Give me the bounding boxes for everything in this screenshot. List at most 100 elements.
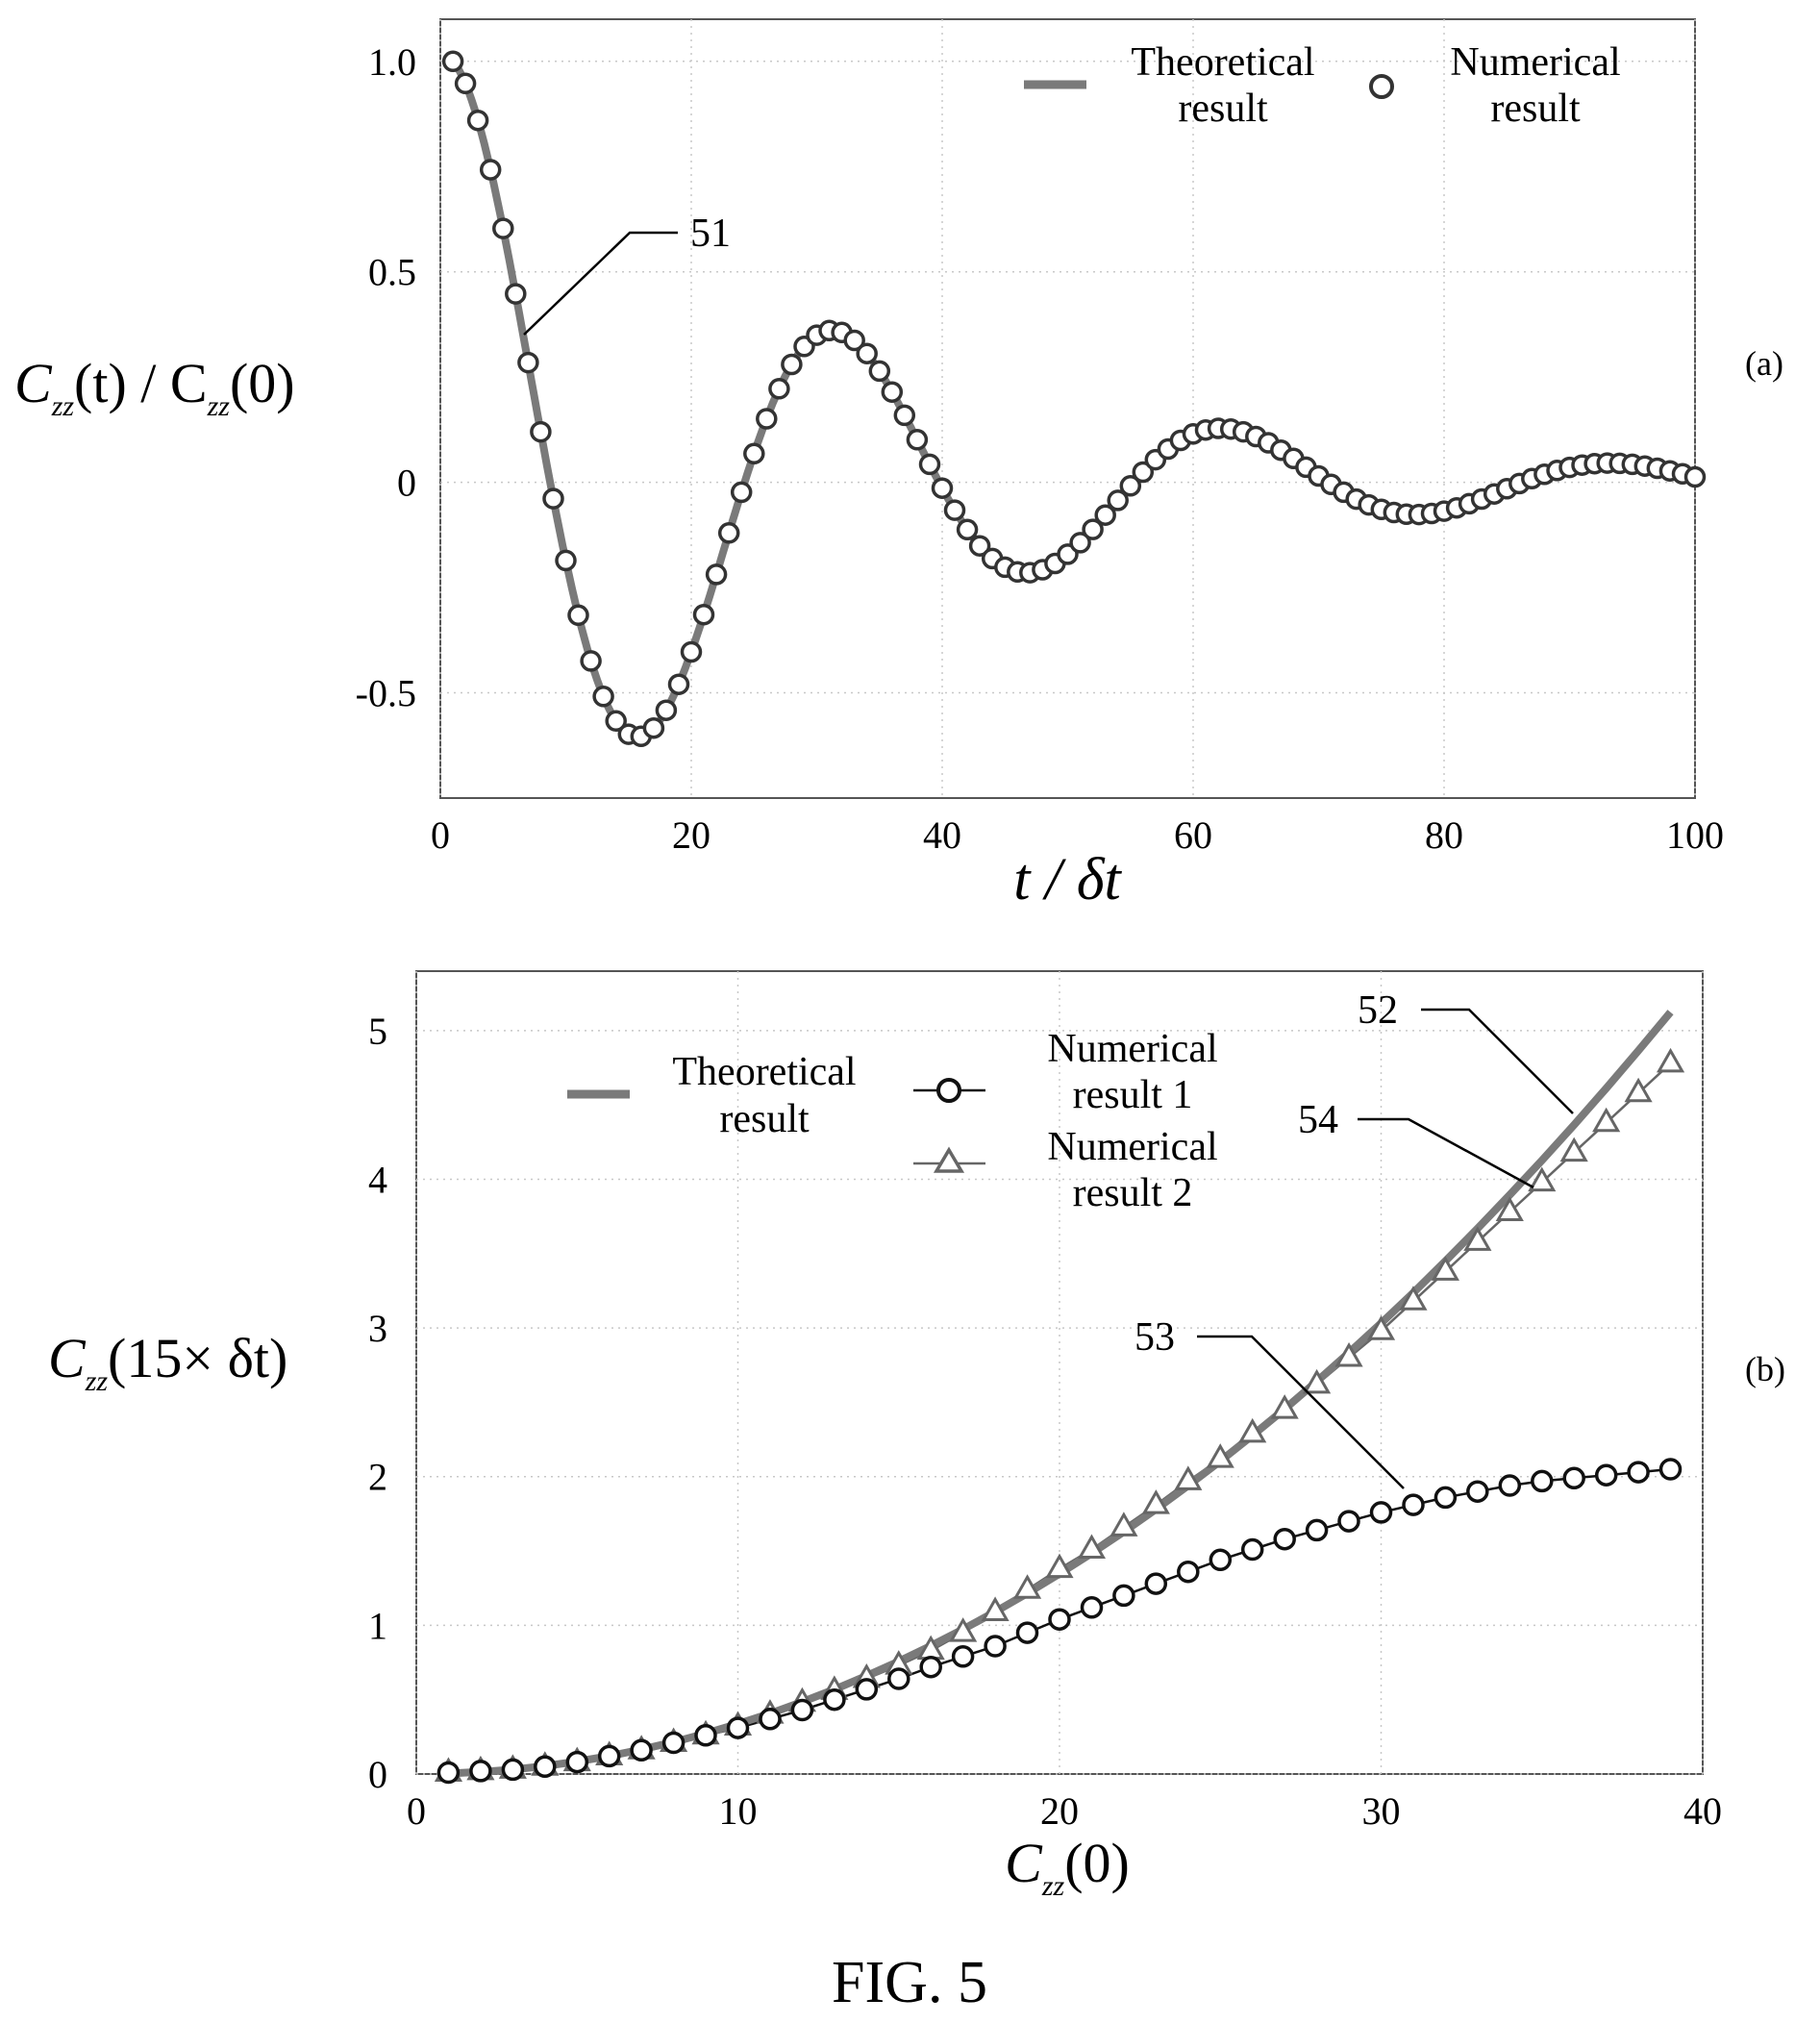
numerical-point-a bbox=[931, 477, 954, 499]
numerical-2-point bbox=[1334, 1342, 1363, 1367]
y-ticks-b: 0 1 2 3 4 5 bbox=[368, 1010, 387, 1796]
numerical-1-point bbox=[823, 1687, 846, 1712]
numerical-point-a bbox=[605, 710, 627, 733]
x-tick-label-b: 40 bbox=[1683, 1789, 1722, 1833]
panel-label-b: (b) bbox=[1745, 1350, 1785, 1388]
panel-label-a: (a) bbox=[1745, 344, 1783, 383]
numerical-2-point bbox=[1656, 1047, 1685, 1073]
y-tick-label-a: 0 bbox=[397, 462, 416, 505]
numerical-point-a bbox=[580, 650, 602, 672]
legend-a-numerical-line2: result bbox=[1490, 87, 1581, 131]
x-tick-label-a: 60 bbox=[1174, 813, 1212, 857]
numerical-1-point bbox=[597, 1744, 621, 1768]
plot-area-a bbox=[439, 18, 1696, 799]
numerical-1-point bbox=[919, 1655, 942, 1679]
series-a bbox=[441, 50, 1707, 748]
numerical-2-point bbox=[1270, 1394, 1299, 1419]
panel-a: 0 20 40 60 80 100 -0.5 0 0.5 1.0 Theoretical res… bbox=[14, 18, 1783, 912]
x-tick-label-a: 80 bbox=[1425, 813, 1463, 857]
numerical-1-point bbox=[534, 1755, 557, 1779]
x-tick-label-b: 0 bbox=[407, 1789, 426, 1833]
figure-caption: FIG. 5 bbox=[832, 1950, 987, 2015]
ref-51-leader bbox=[523, 231, 678, 336]
ref-54-leader bbox=[1358, 1117, 1534, 1189]
numerical-point-a bbox=[505, 283, 527, 305]
legend-b-num1-line2: result 1 bbox=[1073, 1073, 1193, 1117]
legend-a-theoretical-line2: result bbox=[1178, 87, 1268, 131]
numerical-1-point bbox=[1144, 1572, 1168, 1595]
y-tick-label-b: 3 bbox=[368, 1307, 387, 1350]
numerical-1-point bbox=[1112, 1584, 1135, 1608]
legend-a-numerical-marker bbox=[1369, 74, 1394, 99]
numerical-2-point bbox=[1109, 1512, 1138, 1537]
xlabel-a: t / δt bbox=[1013, 847, 1122, 912]
series-b bbox=[434, 1010, 1685, 1785]
ref-54-label: 54 bbox=[1298, 1098, 1338, 1142]
legend-b-num1-marker bbox=[936, 1078, 961, 1103]
numerical-1-point bbox=[501, 1758, 525, 1782]
numerical-point-a bbox=[530, 420, 552, 443]
legend-b-theoretical-line1: Theoretical bbox=[672, 1050, 856, 1094]
ref-53-label: 53 bbox=[1134, 1315, 1175, 1360]
numerical-2-point bbox=[1045, 1553, 1074, 1579]
numerical-point-a bbox=[441, 50, 464, 73]
ref-52-label: 52 bbox=[1358, 988, 1398, 1033]
numerical-point-a bbox=[717, 522, 740, 544]
ref-53-leader bbox=[1197, 1335, 1405, 1489]
ylabel-a: Czz(t) / Czz(0) bbox=[14, 352, 295, 422]
x-tick-label-b: 30 bbox=[1362, 1789, 1401, 1833]
numerical-point-a bbox=[655, 699, 678, 721]
numerical-2-point bbox=[1495, 1196, 1524, 1221]
numerical-point-a bbox=[756, 408, 778, 430]
numerical-point-a bbox=[567, 604, 589, 627]
numerical-1-point bbox=[951, 1645, 975, 1668]
numerical-point-a bbox=[542, 487, 564, 510]
y-tick-label-b: 2 bbox=[368, 1456, 387, 1499]
numerical-point-a bbox=[1082, 518, 1104, 540]
numerical-point-a bbox=[466, 109, 489, 132]
x-ticks-a: 0 20 40 60 80 100 bbox=[431, 813, 1724, 857]
numerical-point-a bbox=[968, 535, 991, 557]
numerical-1-point bbox=[436, 1761, 461, 1785]
numerical-2-point bbox=[1238, 1417, 1267, 1443]
numerical-1-point bbox=[1402, 1493, 1425, 1516]
numerical-1-point bbox=[1498, 1474, 1522, 1497]
ref-53: 53 bbox=[1134, 1315, 1405, 1489]
x-tick-label-b: 20 bbox=[1040, 1789, 1079, 1833]
y-tick-label-b: 0 bbox=[368, 1753, 387, 1796]
numerical-1-point bbox=[1177, 1560, 1200, 1584]
numerical-1-point bbox=[1434, 1486, 1458, 1510]
numerical-1-point bbox=[984, 1635, 1007, 1658]
xlabel-b: Czz(0) bbox=[1005, 1832, 1130, 1902]
x-ticks-b: 0 10 20 30 40 bbox=[407, 1789, 1722, 1833]
numerical-point-a bbox=[1683, 465, 1707, 488]
legend-a-theoretical-line1: Theoretical bbox=[1131, 40, 1314, 85]
numerical-2-point bbox=[1174, 1465, 1203, 1490]
x-tick-label-a: 0 bbox=[431, 813, 450, 857]
numerical-point-a bbox=[868, 360, 891, 383]
numerical-point-a bbox=[592, 686, 614, 708]
legend-b-num2-marker bbox=[933, 1146, 965, 1173]
numerical-point-a bbox=[843, 329, 865, 352]
numerical-point-a bbox=[479, 159, 502, 181]
numerical-point-a bbox=[492, 217, 514, 239]
numerical-1-point bbox=[1015, 1621, 1039, 1644]
numerical-1-point bbox=[726, 1716, 750, 1739]
numerical-1-point bbox=[887, 1667, 910, 1690]
numerical-point-a bbox=[705, 563, 728, 586]
numerical-1-point bbox=[1369, 1501, 1393, 1524]
panel-b: 0 10 20 30 40 0 1 2 3 4 5 Theoretical result Nume… bbox=[48, 970, 1785, 1902]
numerical-1-point bbox=[1273, 1527, 1296, 1551]
numerical-point-a bbox=[856, 342, 878, 364]
numerical-1-point bbox=[1080, 1596, 1104, 1619]
numerical-1-point bbox=[1562, 1466, 1585, 1490]
numerical-2-point bbox=[1077, 1534, 1107, 1560]
numerical-point-a bbox=[1107, 489, 1129, 512]
numerical-point-a bbox=[454, 72, 477, 95]
legend-b-num1-line1: Numerical bbox=[1047, 1027, 1217, 1071]
numerical-2-point bbox=[1206, 1443, 1234, 1468]
legend-a: Theoretical result Numerical result bbox=[1024, 40, 1621, 131]
y-tick-label-a: -0.5 bbox=[356, 672, 416, 715]
numerical-point-a bbox=[1119, 475, 1142, 497]
numerical-point-a bbox=[642, 716, 665, 739]
